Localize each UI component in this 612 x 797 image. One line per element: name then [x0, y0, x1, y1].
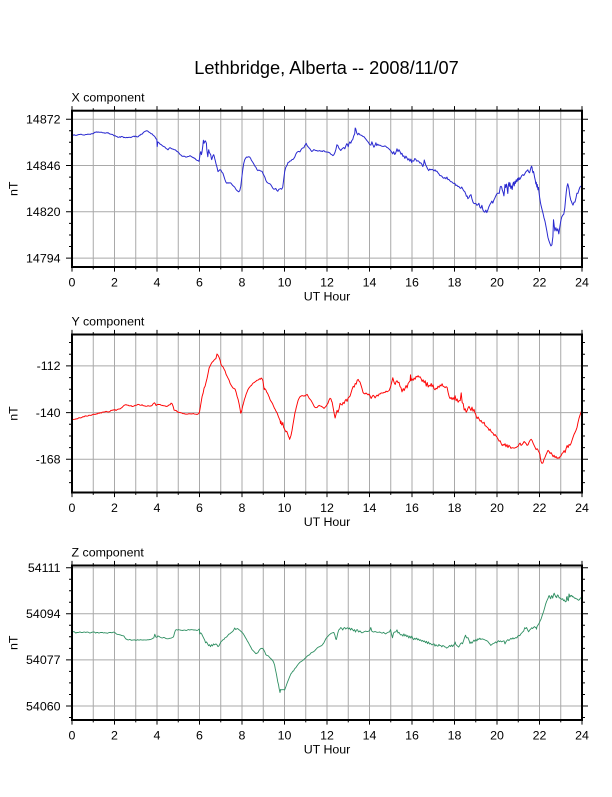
- svg-text:54111: 54111: [28, 561, 61, 575]
- svg-text:22: 22: [533, 729, 547, 743]
- svg-text:24: 24: [575, 276, 589, 290]
- svg-text:6: 6: [196, 729, 203, 743]
- svg-text:2: 2: [111, 729, 118, 743]
- svg-text:10: 10: [278, 276, 292, 290]
- svg-text:6: 6: [196, 501, 203, 515]
- svg-text:0: 0: [69, 501, 76, 515]
- svg-text:54094: 54094: [26, 607, 61, 621]
- svg-text:18: 18: [448, 276, 462, 290]
- svg-text:14794: 14794: [26, 251, 61, 265]
- svg-text:Lethbridge, Alberta -- 2008/11: Lethbridge, Alberta -- 2008/11/07: [194, 58, 459, 78]
- svg-text:14846: 14846: [26, 159, 61, 173]
- svg-text:10: 10: [278, 729, 292, 743]
- svg-text:4: 4: [154, 276, 161, 290]
- svg-text:54060: 54060: [26, 699, 61, 713]
- svg-text:2: 2: [111, 276, 118, 290]
- svg-text:20: 20: [490, 276, 504, 290]
- svg-text:24: 24: [575, 501, 589, 515]
- svg-text:14: 14: [363, 276, 377, 290]
- svg-text:8: 8: [239, 276, 246, 290]
- svg-text:-140: -140: [36, 406, 61, 420]
- svg-text:2: 2: [111, 501, 118, 515]
- svg-text:12: 12: [320, 276, 334, 290]
- svg-text:10: 10: [278, 501, 292, 515]
- svg-text:UT Hour: UT Hour: [304, 290, 351, 304]
- svg-text:0: 0: [69, 729, 76, 743]
- svg-text:22: 22: [533, 276, 547, 290]
- svg-text:16: 16: [405, 276, 419, 290]
- svg-text:18: 18: [448, 501, 462, 515]
- svg-text:-112: -112: [37, 359, 61, 373]
- svg-text:14820: 14820: [26, 205, 61, 219]
- svg-text:14: 14: [363, 501, 377, 515]
- svg-text:X component: X component: [72, 91, 146, 105]
- svg-text:54077: 54077: [26, 653, 61, 667]
- svg-text:8: 8: [239, 729, 246, 743]
- svg-text:0: 0: [69, 276, 76, 290]
- svg-text:12: 12: [320, 729, 334, 743]
- svg-text:14872: 14872: [26, 113, 61, 127]
- svg-text:UT Hour: UT Hour: [304, 515, 351, 529]
- svg-text:4: 4: [154, 501, 161, 515]
- svg-text:nT: nT: [7, 181, 21, 196]
- svg-text:6: 6: [196, 276, 203, 290]
- svg-text:-168: -168: [36, 453, 61, 467]
- svg-text:20: 20: [490, 729, 504, 743]
- svg-text:nT: nT: [7, 406, 21, 421]
- svg-text:24: 24: [575, 729, 589, 743]
- svg-text:16: 16: [405, 729, 419, 743]
- svg-text:Y component: Y component: [72, 315, 145, 329]
- svg-text:4: 4: [154, 729, 161, 743]
- svg-text:22: 22: [533, 501, 547, 515]
- svg-text:20: 20: [490, 501, 504, 515]
- svg-text:18: 18: [448, 729, 462, 743]
- svg-text:nT: nT: [7, 635, 21, 650]
- svg-text:12: 12: [320, 501, 334, 515]
- svg-text:UT Hour: UT Hour: [304, 743, 351, 757]
- svg-text:14: 14: [363, 729, 377, 743]
- svg-text:Z component: Z component: [72, 546, 145, 560]
- svg-text:16: 16: [405, 501, 419, 515]
- svg-text:8: 8: [239, 501, 246, 515]
